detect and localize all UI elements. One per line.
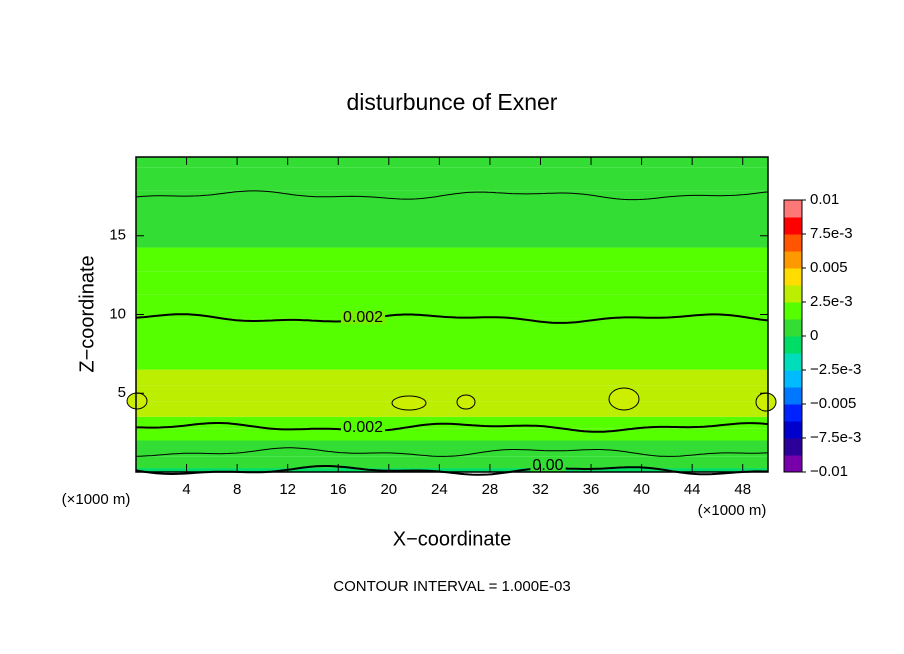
x-tick-label: 20: [380, 481, 397, 498]
x-tick-label: 40: [633, 481, 650, 498]
field-strip: [136, 167, 768, 191]
contour-label-gap: [530, 459, 566, 473]
colorbar-tick-label: 0.005: [810, 259, 848, 276]
chart-title: disturbunce of Exner: [347, 89, 558, 115]
colorbar-tick-label: −0.005: [810, 395, 856, 412]
field-strip: [136, 346, 768, 370]
field-strip: [136, 157, 768, 168]
colorbar-swatch: [784, 285, 802, 303]
colorbar-swatch: [784, 217, 802, 235]
colorbar-swatch: [784, 421, 802, 439]
contour-line: [135, 190, 769, 201]
field-strip: [136, 271, 768, 295]
field-strip: [136, 385, 768, 402]
x-tick-label: 16: [330, 481, 347, 498]
colorbar-swatch: [784, 370, 802, 388]
field-strip: [136, 369, 768, 386]
contour-line: [126, 392, 148, 410]
x-tick-label: 48: [734, 481, 751, 498]
contour-line: [608, 387, 640, 411]
contour-interval-note: CONTOUR INTERVAL = 1.000E-03: [333, 578, 570, 595]
contour-line: [135, 313, 769, 324]
colorbar-tick-label: 0: [810, 327, 818, 344]
x-tick-label: 8: [233, 481, 241, 498]
contour-label: 0.002: [343, 419, 383, 436]
contour-label-gap: [340, 421, 386, 435]
contour-label: 0.002: [343, 309, 383, 326]
field-strip: [136, 190, 768, 220]
y-tick-label: 10: [109, 305, 126, 322]
x-tick-label: 4: [182, 481, 190, 498]
field-strip: [136, 440, 768, 457]
colorbar-swatch: [784, 336, 802, 354]
x-tick-label: 12: [279, 481, 296, 498]
colorbar-tick-label: −0.01: [810, 463, 848, 480]
x-axis-label: X−coordinate: [393, 528, 511, 550]
colorbar-tick-label: −2.5e-3: [810, 361, 861, 378]
colorbar-swatch: [784, 404, 802, 422]
x-tick-label: 36: [583, 481, 600, 498]
x-tick-label: 44: [684, 481, 701, 498]
field-strip: [136, 247, 768, 272]
field-strip: [136, 416, 768, 429]
contour-label-gap: [340, 311, 386, 325]
contour-line: [391, 395, 427, 411]
y-tick-label: 5: [118, 384, 126, 401]
colorbar-swatch: [784, 251, 802, 269]
colorbar-tick-label: 7.5e-3: [810, 225, 853, 242]
contour-line: [136, 422, 769, 433]
colorbar-swatch: [784, 234, 802, 252]
y-unit-label: (×1000 m): [62, 491, 131, 508]
field-strip: [136, 456, 768, 469]
contour-line: [136, 447, 769, 457]
colorbar-swatch: [784, 319, 802, 337]
colorbar-tick-label: −7.5e-3: [810, 429, 861, 446]
colorbar-swatch: [784, 387, 802, 405]
contour-line: [456, 394, 476, 410]
x-tick-label: 28: [482, 481, 499, 498]
colorbar-swatch: [784, 200, 802, 218]
field-strip: [136, 428, 768, 441]
colorbar-swatch: [784, 302, 802, 320]
field-strip: [136, 294, 768, 319]
colorbar-swatch: [784, 353, 802, 371]
x-tick-label: 32: [532, 481, 549, 498]
colorbar-tick-label: 2.5e-3: [810, 293, 853, 310]
y-axis-label: Z−coordinate: [76, 255, 98, 372]
x-unit-label: (×1000 m): [698, 502, 767, 519]
field-strip: [136, 468, 768, 472]
colorbar-swatch: [784, 268, 802, 286]
field-strip: [136, 401, 768, 417]
field-strip: [136, 318, 768, 346]
colorbar-swatch: [784, 455, 802, 473]
colorbar-tick-label: 0.01: [810, 191, 839, 208]
colorbar-swatch: [784, 438, 802, 456]
x-tick-label: 24: [431, 481, 448, 498]
field-strip: [136, 220, 768, 248]
y-tick-label: 15: [109, 227, 126, 244]
contour-line: [755, 392, 777, 412]
